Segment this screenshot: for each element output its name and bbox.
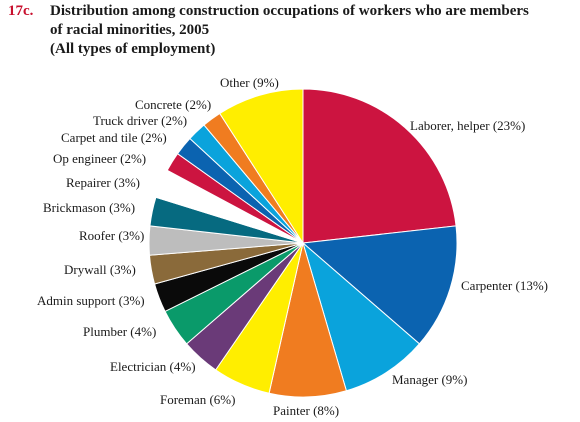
slice-label-carpenter: Carpenter (13%) bbox=[461, 278, 548, 293]
slice-label-repairer: Repairer (3%) bbox=[66, 175, 140, 190]
slice-label-drywall: Drywall (3%) bbox=[64, 262, 136, 277]
slice-label-admin-support: Admin support (3%) bbox=[37, 293, 145, 308]
pie-labels: Laborer, helper (23%) Carpenter (13%) Mana… bbox=[37, 75, 548, 418]
slice-label-roofer: Roofer (3%) bbox=[79, 228, 144, 243]
slice-label-plumber: Plumber (4%) bbox=[83, 324, 156, 339]
chart-title-line-1: Distribution among construction occupati… bbox=[50, 3, 529, 19]
pie-slice-manager bbox=[302, 241, 421, 392]
slice-label-foreman: Foreman (6%) bbox=[160, 392, 235, 407]
slice-label-truck-driver: Truck driver (2%) bbox=[93, 113, 187, 128]
slice-label-manager: Manager (9%) bbox=[392, 372, 467, 387]
slice-label-op-engineer: Op engineer (2%) bbox=[53, 151, 146, 166]
slice-label-electrician: Electrician (4%) bbox=[110, 359, 196, 374]
slice-label-painter: Painter (8%) bbox=[273, 403, 339, 418]
pie-slice-laborer-helper bbox=[302, 88, 457, 244]
pie-slices bbox=[148, 88, 458, 398]
slice-label-laborer-helper: Laborer, helper (23%) bbox=[410, 118, 525, 133]
slice-label-carpet-and-tile: Carpet and tile (2%) bbox=[61, 130, 167, 145]
chart-title-line-2: of racial minorities, 2005 bbox=[50, 22, 210, 38]
slice-label-concrete: Concrete (2%) bbox=[135, 97, 211, 112]
pie-slice-carpenter bbox=[301, 225, 458, 345]
figure-number: 17c. bbox=[8, 3, 34, 19]
pie-slice-other bbox=[219, 88, 304, 245]
chart-subtitle: (All types of employment) bbox=[50, 41, 216, 57]
slice-label-other: Other (9%) bbox=[220, 75, 279, 90]
slice-label-brickmason: Brickmason (3%) bbox=[43, 200, 135, 215]
